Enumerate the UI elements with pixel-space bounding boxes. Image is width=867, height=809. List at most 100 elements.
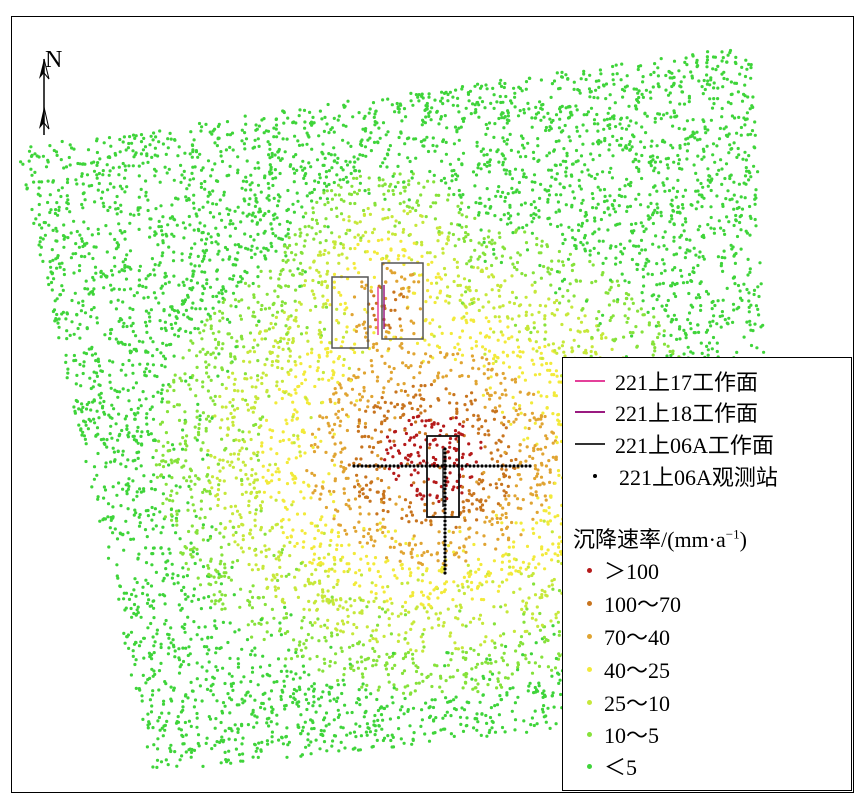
legend-color-swatch: [587, 633, 592, 639]
legend-class-6: 10～5: [563, 720, 659, 748]
station-point: [436, 464, 440, 468]
station-point: [388, 464, 392, 468]
station-point: [452, 464, 456, 468]
station-point: [512, 464, 516, 468]
panel-221-17: [331, 276, 369, 349]
legend-class-2: 100～70: [563, 589, 681, 617]
station-point: [443, 467, 447, 471]
legend-class-7: ＜5: [563, 752, 637, 780]
station-point: [528, 464, 532, 468]
subsidence-map: [19, 48, 783, 770]
station-point: [443, 487, 447, 491]
station-point: [472, 464, 476, 468]
legend-class-5: 25～10: [563, 688, 670, 716]
station-point: [488, 464, 492, 468]
legend-class-1: ＞100: [563, 556, 659, 584]
panel-overlay-layer: [331, 262, 460, 518]
station-point: [443, 523, 447, 527]
station-point: [396, 464, 400, 468]
station-point: [468, 464, 472, 468]
station-point: [476, 464, 480, 468]
station-point: [443, 503, 447, 507]
station-point: [420, 464, 424, 468]
station-point: [356, 464, 360, 468]
station-point: [504, 464, 508, 468]
legend-item-panel-221-18: 221上18工作面: [563, 398, 758, 426]
station-point: [443, 543, 447, 547]
station-point: [443, 539, 447, 543]
station-point: [443, 515, 447, 519]
legend-station-swatch: [593, 474, 597, 478]
subsidence-points-layer: [19, 48, 783, 770]
legend-label: 221上06A工作面: [615, 433, 774, 458]
station-point: [443, 531, 447, 535]
station-point: [443, 559, 447, 563]
legend-label: 221上18工作面: [615, 401, 759, 426]
legend-item-station: 221上06A观测站: [563, 462, 778, 490]
station-point: [443, 563, 447, 567]
north-label: N: [45, 47, 63, 73]
station-points-layer: [352, 447, 532, 575]
legend-color-swatch: [587, 600, 592, 606]
legend-class-label: 25～10: [604, 691, 671, 716]
station-point: [443, 499, 447, 503]
station-point: [524, 464, 528, 468]
station-point: [440, 464, 444, 468]
station-point: [443, 479, 447, 483]
station-point: [484, 464, 488, 468]
station-point: [508, 464, 512, 468]
map-legend: 221上17工作面 221上18工作面 221上06A工作面 221上06A观测…: [562, 357, 852, 791]
station-point: [380, 464, 384, 468]
station-point: [352, 464, 356, 468]
station-point: [360, 464, 364, 468]
station-point: [376, 464, 380, 468]
station-point: [443, 447, 447, 451]
station-point: [428, 464, 432, 468]
station-point: [443, 507, 447, 511]
legend-item-panel-221-06a: 221上06A工作面: [563, 430, 774, 458]
station-point: [443, 511, 447, 515]
station-point: [400, 464, 404, 468]
station-point: [443, 555, 447, 559]
legend-class-label: ＜5: [604, 755, 638, 780]
legend-class-3: 70～40: [563, 622, 670, 650]
legend-class-label: 100～70: [604, 592, 682, 617]
station-point: [443, 459, 447, 463]
legend-color-swatch: [587, 666, 592, 672]
station-point: [456, 464, 460, 468]
station-point: [392, 464, 396, 468]
station-point: [424, 464, 428, 468]
station-point: [443, 495, 447, 499]
station-point: [516, 464, 520, 468]
legend-class-label: 40～25: [604, 658, 671, 683]
station-point: [364, 464, 368, 468]
station-point: [443, 455, 447, 459]
legend-class-label: 10～5: [604, 723, 660, 748]
station-point: [496, 464, 500, 468]
station-point: [464, 464, 468, 468]
legend-color-swatch: [587, 567, 592, 573]
station-point: [443, 571, 447, 575]
station-point: [443, 567, 447, 571]
legend-item-panel-221-17: 221上17工作面: [563, 367, 758, 395]
station-point: [460, 464, 464, 468]
legend-line-swatch: [575, 443, 605, 445]
station-point: [432, 464, 436, 468]
legend-line-swatch: [575, 380, 605, 382]
legend-class-label: ＞100: [604, 559, 660, 584]
legend-label: 221上06A观测站: [619, 465, 778, 490]
station-point: [492, 464, 496, 468]
legend-title: 沉降速率/(mm·a−1): [573, 526, 747, 552]
legend-color-swatch: [587, 731, 592, 737]
station-point: [443, 547, 447, 551]
legend-color-swatch: [587, 699, 592, 705]
station-point: [404, 464, 408, 468]
station-point: [443, 483, 447, 487]
station-point: [443, 551, 447, 555]
legend-line-swatch: [575, 411, 605, 413]
station-point: [416, 464, 420, 468]
legend-color-swatch: [587, 763, 592, 769]
legend-class-4: 40～25: [563, 655, 670, 683]
station-point: [480, 464, 484, 468]
station-point: [443, 451, 447, 455]
